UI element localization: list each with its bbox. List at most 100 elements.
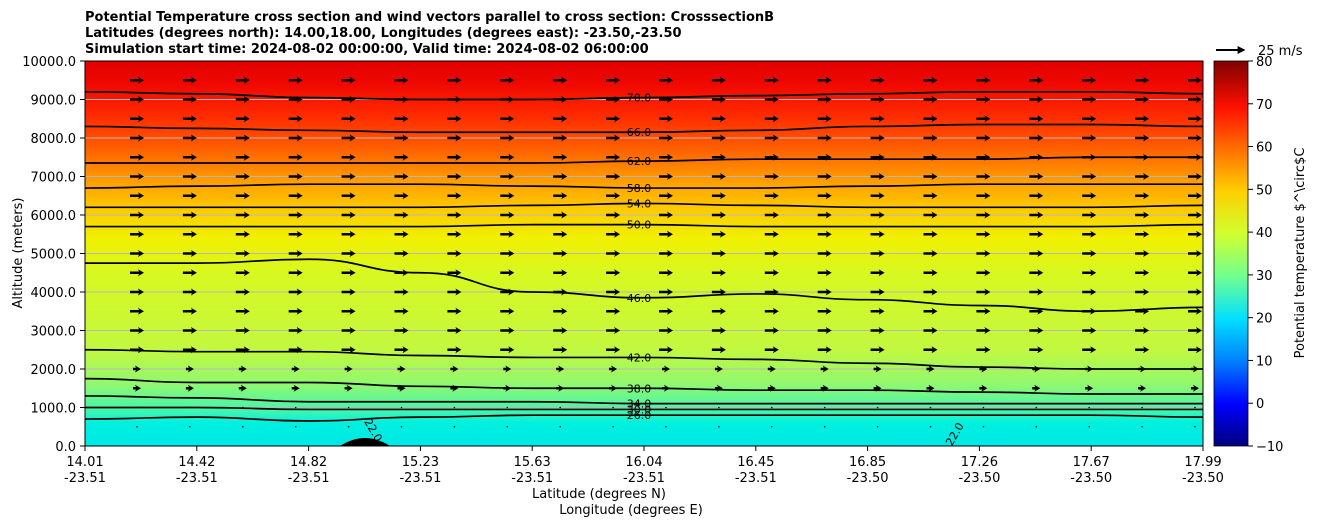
y-tick-label: 5000.0 bbox=[31, 248, 77, 263]
wind-vector bbox=[500, 173, 515, 180]
chart-title-line-1: Potential Temperature cross section and … bbox=[85, 10, 774, 25]
wind-vector bbox=[235, 173, 250, 180]
wind-vector bbox=[923, 115, 938, 123]
wind-vector bbox=[1029, 288, 1044, 296]
wind-vector bbox=[923, 96, 938, 103]
wind-vector bbox=[503, 384, 512, 392]
contour-label-38: 38.0 bbox=[627, 382, 652, 395]
wind-vector bbox=[1029, 96, 1044, 103]
x-tick-label-lat: 17.99 bbox=[1184, 455, 1221, 470]
wind-vector bbox=[397, 365, 406, 373]
wind-vector bbox=[341, 250, 356, 257]
x-tick-label-lon: -23.51 bbox=[176, 471, 218, 486]
wind-vector bbox=[1082, 115, 1097, 123]
y-tick-label: 6000.0 bbox=[31, 209, 77, 224]
wind-vector bbox=[659, 173, 673, 180]
wind-vector bbox=[876, 425, 879, 428]
wind-vector bbox=[606, 192, 621, 200]
x-axis-label-latitude: Latitude (degrees N) bbox=[532, 487, 666, 502]
wind-vector bbox=[235, 288, 250, 296]
wind-vector bbox=[447, 134, 462, 142]
wind-vector bbox=[447, 192, 462, 200]
wind-vector bbox=[1135, 192, 1150, 200]
wind-vector bbox=[711, 211, 726, 219]
wind-vector bbox=[553, 192, 568, 200]
wind-vector bbox=[606, 346, 621, 354]
wind-vector bbox=[235, 230, 250, 238]
wind-vector bbox=[503, 365, 512, 373]
wind-vector bbox=[242, 425, 244, 428]
wind-vector bbox=[873, 365, 882, 373]
colorbar-tick-label: 80 bbox=[1256, 55, 1273, 70]
wind-vector bbox=[235, 153, 250, 161]
wind-vector bbox=[130, 250, 144, 257]
wind-vector bbox=[450, 384, 459, 392]
wind-vector bbox=[394, 230, 409, 238]
x-tick-label-lat: 16.04 bbox=[625, 455, 662, 470]
wind-vector bbox=[711, 192, 726, 200]
wind-vector bbox=[394, 211, 409, 219]
wind-vector bbox=[500, 211, 515, 219]
wind-vector bbox=[182, 134, 197, 142]
wind-vector bbox=[606, 327, 621, 334]
wind-vector bbox=[771, 406, 773, 409]
wind-vector bbox=[1035, 406, 1038, 409]
x-tick-label-lon: -23.51 bbox=[288, 471, 330, 486]
wind-vector bbox=[718, 425, 720, 428]
wind-vector bbox=[1082, 269, 1097, 277]
wind-vector bbox=[1188, 115, 1202, 123]
wind-vector bbox=[659, 192, 673, 200]
wind-vector bbox=[1135, 115, 1150, 123]
x-tick-label-lon: -23.50 bbox=[1070, 471, 1112, 486]
wind-vector bbox=[1035, 425, 1038, 428]
wind-vector bbox=[764, 327, 779, 334]
wind-vector bbox=[130, 230, 144, 238]
wind-vector bbox=[130, 307, 144, 315]
wind-vector bbox=[923, 250, 938, 257]
wind-vector bbox=[606, 153, 621, 161]
wind-vector bbox=[341, 76, 356, 84]
wind-vector bbox=[1135, 76, 1150, 84]
wind-vector bbox=[235, 327, 250, 334]
wind-vector bbox=[976, 153, 991, 161]
wind-vector bbox=[976, 211, 991, 219]
wind-vector bbox=[1135, 211, 1150, 219]
wind-vector bbox=[976, 115, 991, 123]
wind-vector bbox=[764, 250, 779, 257]
wind-vector bbox=[288, 76, 303, 84]
wind-vector bbox=[1188, 173, 1202, 180]
wind-vector bbox=[500, 346, 515, 354]
wind-vector bbox=[817, 250, 832, 257]
wind-vector bbox=[288, 115, 303, 123]
wind-vector bbox=[1135, 134, 1150, 142]
wind-vector bbox=[771, 425, 773, 428]
wind-vector bbox=[136, 425, 138, 428]
y-axis-label: Altitude (meters) bbox=[11, 198, 26, 309]
y-tick-label: 4000.0 bbox=[31, 286, 77, 301]
wind-vector bbox=[182, 153, 197, 161]
wind-vector bbox=[341, 327, 356, 334]
wind-vector bbox=[929, 406, 932, 409]
wind-vector bbox=[394, 250, 409, 257]
wind-vector bbox=[1082, 134, 1097, 142]
wind-vector bbox=[870, 134, 885, 142]
y-tick-label: 0.0 bbox=[55, 440, 76, 455]
wind-vector bbox=[500, 76, 515, 84]
wind-vector bbox=[659, 288, 673, 296]
wind-vector bbox=[612, 425, 614, 428]
wind-vector bbox=[235, 76, 250, 84]
wind-vector bbox=[344, 384, 353, 392]
wind-vector bbox=[923, 230, 938, 238]
wind-vector bbox=[659, 211, 673, 219]
wind-vector bbox=[659, 96, 673, 103]
wind-vector bbox=[817, 307, 832, 315]
wind-vector bbox=[553, 250, 568, 257]
wind-vector bbox=[394, 269, 409, 277]
wind-vector bbox=[1082, 327, 1097, 334]
wind-vector bbox=[1082, 192, 1097, 200]
x-tick-label-lon: -23.51 bbox=[64, 471, 106, 486]
wind-vector bbox=[1135, 173, 1150, 180]
wind-vector bbox=[1082, 307, 1097, 315]
x-tick-label-lat: 16.45 bbox=[737, 455, 774, 470]
wind-vector bbox=[929, 425, 932, 428]
